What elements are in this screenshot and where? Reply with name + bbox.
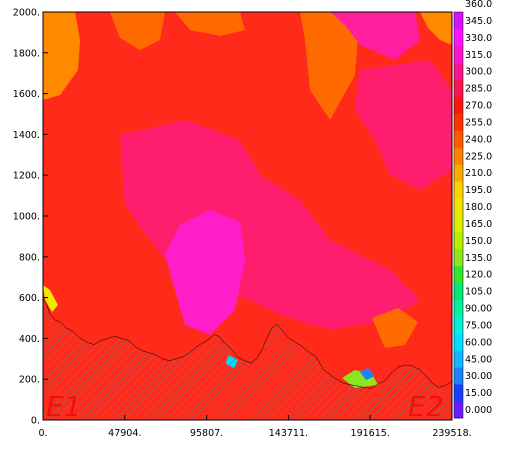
colorbar-swatch — [454, 231, 463, 250]
field-band-pink-upper-right — [355, 60, 452, 190]
colorbar-label: 315.0 — [465, 50, 492, 61]
colorbar-swatch — [454, 79, 463, 97]
y-axis: 0. 200. 400. 600. 800. 1000. 1200. 1400. 1600. 18… — [13, 8, 48, 427]
colorbar-swatch — [454, 45, 463, 64]
colorbar-label: 225.0 — [465, 151, 492, 162]
colorbar-swatch — [454, 147, 463, 165]
x-tick-label: 47904. — [108, 428, 141, 439]
y-tick-label: 1200. — [13, 171, 40, 182]
y-tick-label: 0. — [31, 416, 40, 427]
colorbar-label: 300.0 — [465, 67, 492, 78]
terrain-hatch — [42, 296, 453, 421]
field-band-orange-lower-right — [372, 308, 418, 348]
colorbar-label: 165.0 — [465, 219, 492, 230]
field-band-orange-upper-left — [43, 12, 80, 100]
colorbar-label: 180.0 — [465, 202, 492, 213]
field-band-blue-near-surface — [360, 368, 375, 380]
colorbar-swatch — [454, 12, 463, 30]
field-band-yellow-left-surface — [43, 285, 58, 312]
colorbar-swatch — [454, 333, 463, 351]
y-tick-label: 1400. — [13, 130, 40, 141]
colorbar-swatch — [454, 181, 463, 199]
colorbar-label: 360.0 — [465, 0, 492, 10]
colorbar-swatch — [454, 401, 463, 419]
field-band-pink-center — [120, 120, 420, 330]
colorbar-swatch — [454, 282, 463, 300]
field-band-magenta-top — [330, 12, 420, 60]
x-tick-label: 191615. — [351, 428, 390, 439]
colorbar-frame — [453, 11, 464, 419]
colorbar-label: 75.00 — [465, 320, 492, 331]
colorbar-swatch — [454, 350, 463, 368]
colorbar-label: 240.0 — [465, 134, 492, 145]
colorbar-swatch — [454, 96, 463, 114]
colorbar-swatch — [454, 265, 463, 284]
colorbar-label: 285.0 — [465, 84, 492, 95]
x-tick-label: 239518. — [432, 428, 471, 439]
colorbar-label: 270.0 — [465, 101, 492, 112]
colorbar-swatch — [454, 316, 463, 334]
colorbar-label: 45.00 — [465, 354, 492, 365]
field-band-magenta-center — [165, 210, 245, 335]
colorbar-label: 345.0 — [465, 16, 492, 27]
endpoint-label-e2: E2 — [408, 390, 444, 423]
colorbar-label: 255.0 — [465, 117, 492, 128]
y-tick-label: 2000. — [13, 8, 40, 19]
y-tick-label: 1600. — [13, 89, 40, 100]
x-axis: 0. 47904. 95807. 143711. 191615. 239518. — [38, 415, 472, 439]
colorbar-swatch — [454, 62, 463, 81]
colorbar-label: 105.0 — [465, 287, 492, 298]
y-tick-label: 600. — [19, 293, 40, 304]
colorbar-label: 135.0 — [465, 253, 492, 264]
colorbar-swatch — [454, 198, 463, 216]
colorbar-swatch — [454, 113, 463, 131]
field-band-orange-right — [300, 12, 360, 120]
colorbar-swatch — [454, 367, 463, 385]
endpoint-label-e1: E1 — [46, 390, 82, 423]
colorbar-swatch — [454, 164, 463, 182]
y-tick-label: 800. — [19, 252, 40, 263]
y-tick-label: 200. — [19, 375, 40, 386]
colorbar: 0.000 15.00 30.00 45.00 60.00 75.00 90.00 105.0… — [453, 0, 492, 419]
colorbar-label: 30.00 — [465, 371, 492, 382]
colorbar-label: 330.0 — [465, 33, 492, 44]
field-band-orange-top — [175, 12, 245, 36]
colorbar-swatch — [454, 248, 463, 267]
colorbar-swatch — [454, 384, 463, 402]
field-band-orange-top-right-corner — [420, 12, 452, 45]
colorbar-label: 0.000 — [465, 405, 492, 416]
x-tick-label: 95807. — [190, 428, 223, 439]
y-tick-label: 400. — [19, 334, 40, 345]
colorbar-swatch — [454, 299, 463, 317]
x-tick-label: 143711. — [269, 428, 308, 439]
colorbar-swatch — [454, 130, 463, 148]
colorbar-label: 60.00 — [465, 337, 492, 348]
y-tick-label: 1800. — [13, 48, 40, 59]
colorbar-swatch — [454, 215, 463, 233]
y-tick-label: 1000. — [13, 212, 40, 223]
field-band-orange-upper-mid — [110, 12, 165, 50]
colorbar-label: 15.00 — [465, 388, 492, 399]
colorbar-label: 210.0 — [465, 168, 492, 179]
colorbar-label: 195.0 — [465, 185, 492, 196]
colorbar-label: 150.0 — [465, 236, 492, 247]
colorbar-swatch — [454, 28, 463, 47]
colorbar-label: 120.0 — [465, 270, 492, 281]
x-tick-label: 0. — [38, 428, 47, 439]
colorbar-label: 90.00 — [465, 304, 492, 315]
